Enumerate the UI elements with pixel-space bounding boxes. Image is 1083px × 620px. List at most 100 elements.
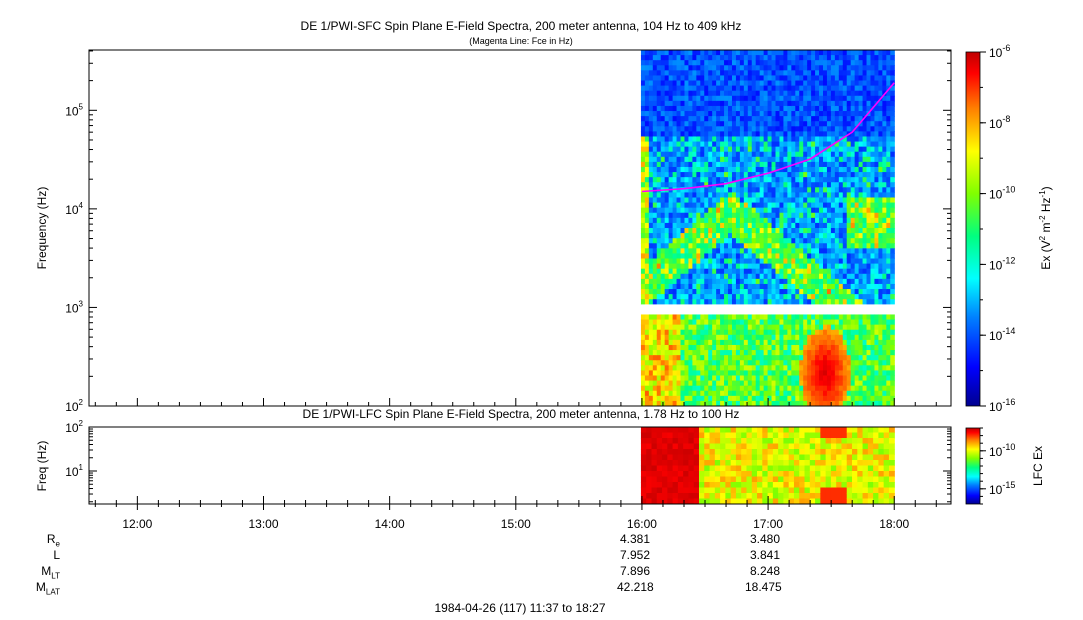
spectrogram-cell <box>854 212 860 219</box>
spectrogram-cell <box>688 182 693 188</box>
spectrogram-cell <box>830 136 836 143</box>
spectrogram-cell <box>803 75 808 82</box>
spectrogram-cell <box>763 65 769 71</box>
spectrogram-cell <box>684 390 690 397</box>
spectrogram-cell <box>747 55 753 61</box>
spectrogram-cell <box>799 375 804 382</box>
spectrogram-cell <box>842 166 848 173</box>
spectrogram-cell <box>874 182 880 188</box>
spectrogram-cell <box>676 283 682 290</box>
spectrogram-cell <box>791 268 796 275</box>
spectrogram-cell <box>688 438 695 445</box>
spectrogram-cell <box>878 258 883 265</box>
spectrogram-cell <box>826 121 832 127</box>
spectrogram-cell <box>874 131 880 138</box>
spectrogram-cell <box>696 222 701 229</box>
spectrogram-cell <box>763 187 769 193</box>
spectrogram-cell <box>716 187 721 193</box>
spectrogram-cell <box>886 253 891 260</box>
spectrogram-cell <box>751 365 757 371</box>
spectrogram-cell <box>850 314 856 321</box>
spectrogram-cell <box>842 136 848 143</box>
spectrogram-cell <box>799 187 804 193</box>
spectrogram-cell <box>878 329 883 336</box>
spectrogram-cell <box>728 100 733 107</box>
spectrogram-cell <box>858 166 864 173</box>
spectrogram-cell <box>862 334 868 341</box>
spectrogram-cell <box>759 228 765 234</box>
spectrogram-cell <box>716 166 721 173</box>
spectrogram-cell <box>724 319 729 326</box>
spectrogram-cell <box>688 283 693 290</box>
spectrogram-cell <box>878 187 883 193</box>
spectrogram-cell <box>842 146 848 153</box>
spectrogram-cell <box>771 187 777 193</box>
spectrogram-cell <box>886 156 891 163</box>
spectrogram-cell <box>724 324 729 331</box>
spectrogram-cell <box>651 465 658 472</box>
spectrogram-cell <box>720 222 725 229</box>
spectrogram-cell <box>778 443 785 450</box>
spectrogram-cell <box>775 80 781 87</box>
spectrogram-cell <box>751 146 757 153</box>
spectrogram-cell <box>746 449 753 456</box>
spectrogram-cell <box>731 395 737 402</box>
spectrogram-cell <box>858 116 864 122</box>
spectrogram-cell <box>684 324 690 331</box>
spectrogram-cell <box>716 365 721 371</box>
spectrogram-cell <box>826 151 832 158</box>
spectrogram-cell <box>799 238 804 244</box>
spectrogram-cell <box>874 116 880 122</box>
spectrogram-cell <box>772 493 779 500</box>
spectrogram-cell <box>759 80 765 87</box>
spectrogram-cell <box>712 258 717 265</box>
spectrogram-cell <box>815 454 821 461</box>
spectrogram-cell <box>795 100 800 107</box>
spectrogram-cell <box>716 85 721 92</box>
spectrogram-cell <box>743 243 749 249</box>
spectrogram-cell <box>656 212 662 219</box>
spectrogram-cell <box>656 350 662 356</box>
spectrogram-cell <box>660 360 666 366</box>
spectrogram-cell <box>700 80 705 87</box>
spectrogram-cell <box>680 55 686 61</box>
spectrogram-cell <box>890 161 895 168</box>
spectrogram-cell <box>842 217 848 224</box>
spectrogram-cell <box>826 400 832 406</box>
spectrogram-cell <box>668 90 674 97</box>
spectrogram-cell <box>826 85 832 92</box>
spectrogram-cell <box>886 50 891 56</box>
spectrogram-cell <box>704 146 709 153</box>
spectrogram-cell <box>704 438 711 445</box>
spectrogram-cell <box>858 95 864 102</box>
spectrogram-cell <box>811 375 816 382</box>
spectrogram-cell <box>830 375 836 382</box>
spectrogram-cell <box>712 253 717 260</box>
spectrogram-cell <box>651 427 658 434</box>
spectrogram-cell <box>704 172 709 178</box>
spectrogram-cell <box>823 370 828 377</box>
spectrogram-cell <box>815 131 820 138</box>
spectrogram-cell <box>724 212 729 219</box>
spectrogram-cell <box>640 85 646 92</box>
spectrogram-cell <box>890 283 895 290</box>
spectrogram-cell <box>779 116 785 122</box>
spectrogram-cell <box>660 95 666 102</box>
spectrogram-cell <box>708 243 713 249</box>
spectrogram-cell <box>668 151 674 158</box>
spectrogram-cell <box>878 233 883 239</box>
spectrogram-cell <box>731 75 737 82</box>
spectrogram-cell <box>724 126 729 132</box>
spectrogram-cell <box>850 329 856 336</box>
spectrogram-cell <box>858 146 864 153</box>
spectrogram-cell <box>823 238 828 244</box>
spectrogram-cell <box>688 55 693 61</box>
spectrogram-cell <box>795 243 800 249</box>
spectrogram-cell <box>731 177 737 183</box>
spectrogram-cell <box>890 166 895 173</box>
spectrogram-cell <box>677 471 684 478</box>
spectrogram-cell <box>841 438 848 445</box>
spectrogram-cell <box>791 380 796 387</box>
spectrogram-cell <box>830 454 837 461</box>
